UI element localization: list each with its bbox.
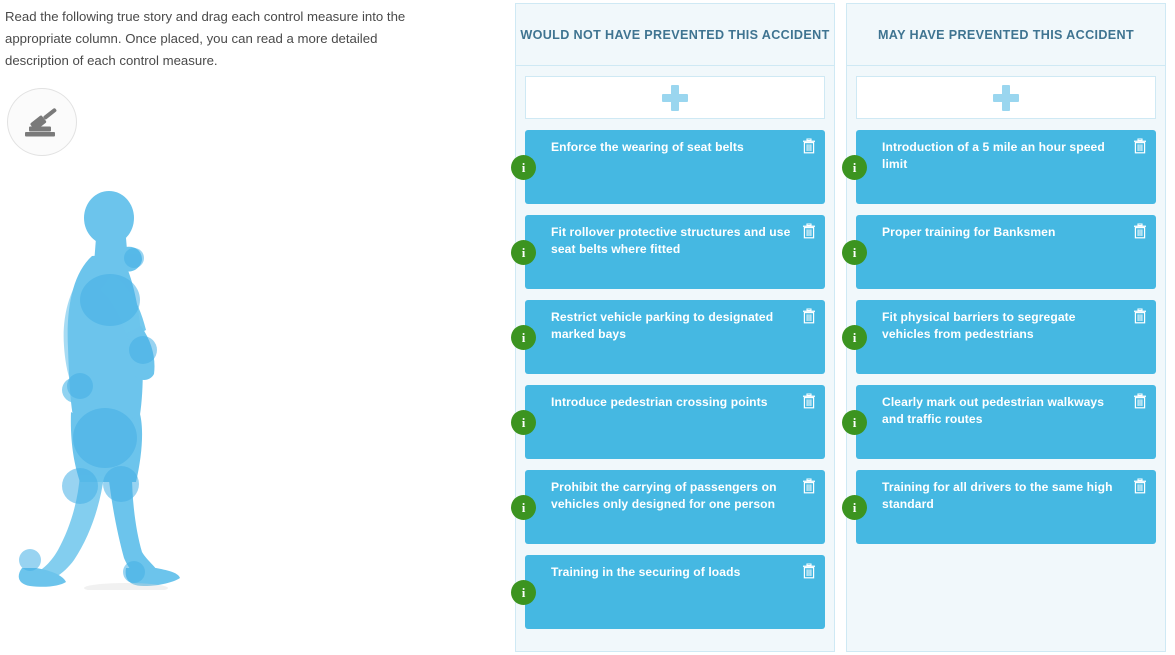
gavel-icon-wrapper: [7, 88, 79, 158]
card-label: Proper training for Banksmen: [882, 225, 1056, 239]
card-label: Fit rollover protective structures and u…: [551, 225, 791, 256]
card-label: Restrict vehicle parking to designated m…: [551, 310, 774, 341]
control-measure-card[interactable]: i Training for all drivers to the same h…: [842, 470, 1156, 544]
card-label: Introduction of a 5 mile an hour speed l…: [882, 140, 1105, 171]
column-title: MAY HAVE PREVENTED THIS ACCIDENT: [877, 27, 1135, 42]
trash-icon[interactable]: [802, 478, 816, 494]
sorting-columns: WOULD NOT HAVE PREVENTED THIS ACCIDENT i: [511, 3, 1167, 652]
trash-icon[interactable]: [1133, 308, 1147, 324]
control-measure-card[interactable]: i Fit physical barriers to segregate veh…: [842, 300, 1156, 374]
trash-icon[interactable]: [802, 393, 816, 409]
trash-icon[interactable]: [802, 223, 816, 239]
card-label: Prohibit the carrying of passengers on v…: [551, 480, 777, 511]
column-header: MAY HAVE PREVENTED THIS ACCIDENT: [847, 4, 1165, 66]
plus-icon: [662, 84, 688, 111]
story-pane: Read the following true story and drag e…: [0, 0, 500, 655]
info-icon[interactable]: i: [511, 495, 536, 520]
control-measure-card[interactable]: i Proper training for Banksmen: [842, 215, 1156, 289]
info-icon[interactable]: i: [842, 495, 867, 520]
card-label: Training in the securing of loads: [551, 565, 741, 579]
info-icon[interactable]: i: [511, 240, 536, 265]
info-icon[interactable]: i: [511, 410, 536, 435]
pedestrian-body-figure: [8, 190, 228, 593]
card-label: Introduce pedestrian crossing points: [551, 395, 768, 409]
column-may-have-prevented[interactable]: MAY HAVE PREVENTED THIS ACCIDENT i: [842, 3, 1166, 652]
card-label: Clearly mark out pedestrian walkways and…: [882, 395, 1105, 426]
control-measure-card[interactable]: i Training in the securing of loads: [511, 555, 825, 629]
column-would-not-have-prevented[interactable]: WOULD NOT HAVE PREVENTED THIS ACCIDENT i: [511, 3, 835, 652]
trash-icon[interactable]: [802, 308, 816, 324]
trash-icon[interactable]: [1133, 223, 1147, 239]
plus-icon: [993, 84, 1019, 111]
info-icon[interactable]: i: [511, 580, 536, 605]
card-label: Fit physical barriers to segregate vehic…: [882, 310, 1076, 341]
column-header: WOULD NOT HAVE PREVENTED THIS ACCIDENT: [516, 4, 834, 66]
control-measure-card[interactable]: i Introduce pedestrian crossing points: [511, 385, 825, 459]
control-measure-card[interactable]: i Introduction of a 5 mile an hour speed…: [842, 130, 1156, 204]
column-body[interactable]: i Introduction of a 5 mile an hour speed…: [842, 66, 1165, 651]
dropzone-add-card[interactable]: [525, 76, 825, 119]
info-icon[interactable]: i: [842, 410, 867, 435]
info-icon[interactable]: i: [842, 240, 867, 265]
trash-icon[interactable]: [1133, 478, 1147, 494]
info-icon[interactable]: i: [842, 325, 867, 350]
gavel-icon: [7, 88, 77, 156]
card-label: Enforce the wearing of seat belts: [551, 140, 744, 154]
trash-icon[interactable]: [1133, 138, 1147, 154]
trash-icon[interactable]: [1133, 393, 1147, 409]
control-measure-card[interactable]: i Clearly mark out pedestrian walkways a…: [842, 385, 1156, 459]
info-icon[interactable]: i: [842, 155, 867, 180]
card-label: Training for all drivers to the same hig…: [882, 480, 1113, 511]
control-measure-card[interactable]: i Restrict vehicle parking to designated…: [511, 300, 825, 374]
control-measure-card[interactable]: i Enforce the wearing of seat belts: [511, 130, 825, 204]
trash-icon[interactable]: [802, 138, 816, 154]
column-body[interactable]: i Enforce the wearing of seat belts: [511, 66, 834, 651]
column-title: WOULD NOT HAVE PREVENTED THIS ACCIDENT: [520, 27, 830, 42]
info-icon[interactable]: i: [511, 325, 536, 350]
control-measure-card[interactable]: i Prohibit the carrying of passengers on…: [511, 470, 825, 544]
control-measure-card[interactable]: i Fit rollover protective structures and…: [511, 215, 825, 289]
info-icon[interactable]: i: [511, 155, 536, 180]
dropzone-add-card[interactable]: [856, 76, 1156, 119]
trash-icon[interactable]: [802, 563, 816, 579]
instructions-text: Read the following true story and drag e…: [5, 9, 406, 68]
